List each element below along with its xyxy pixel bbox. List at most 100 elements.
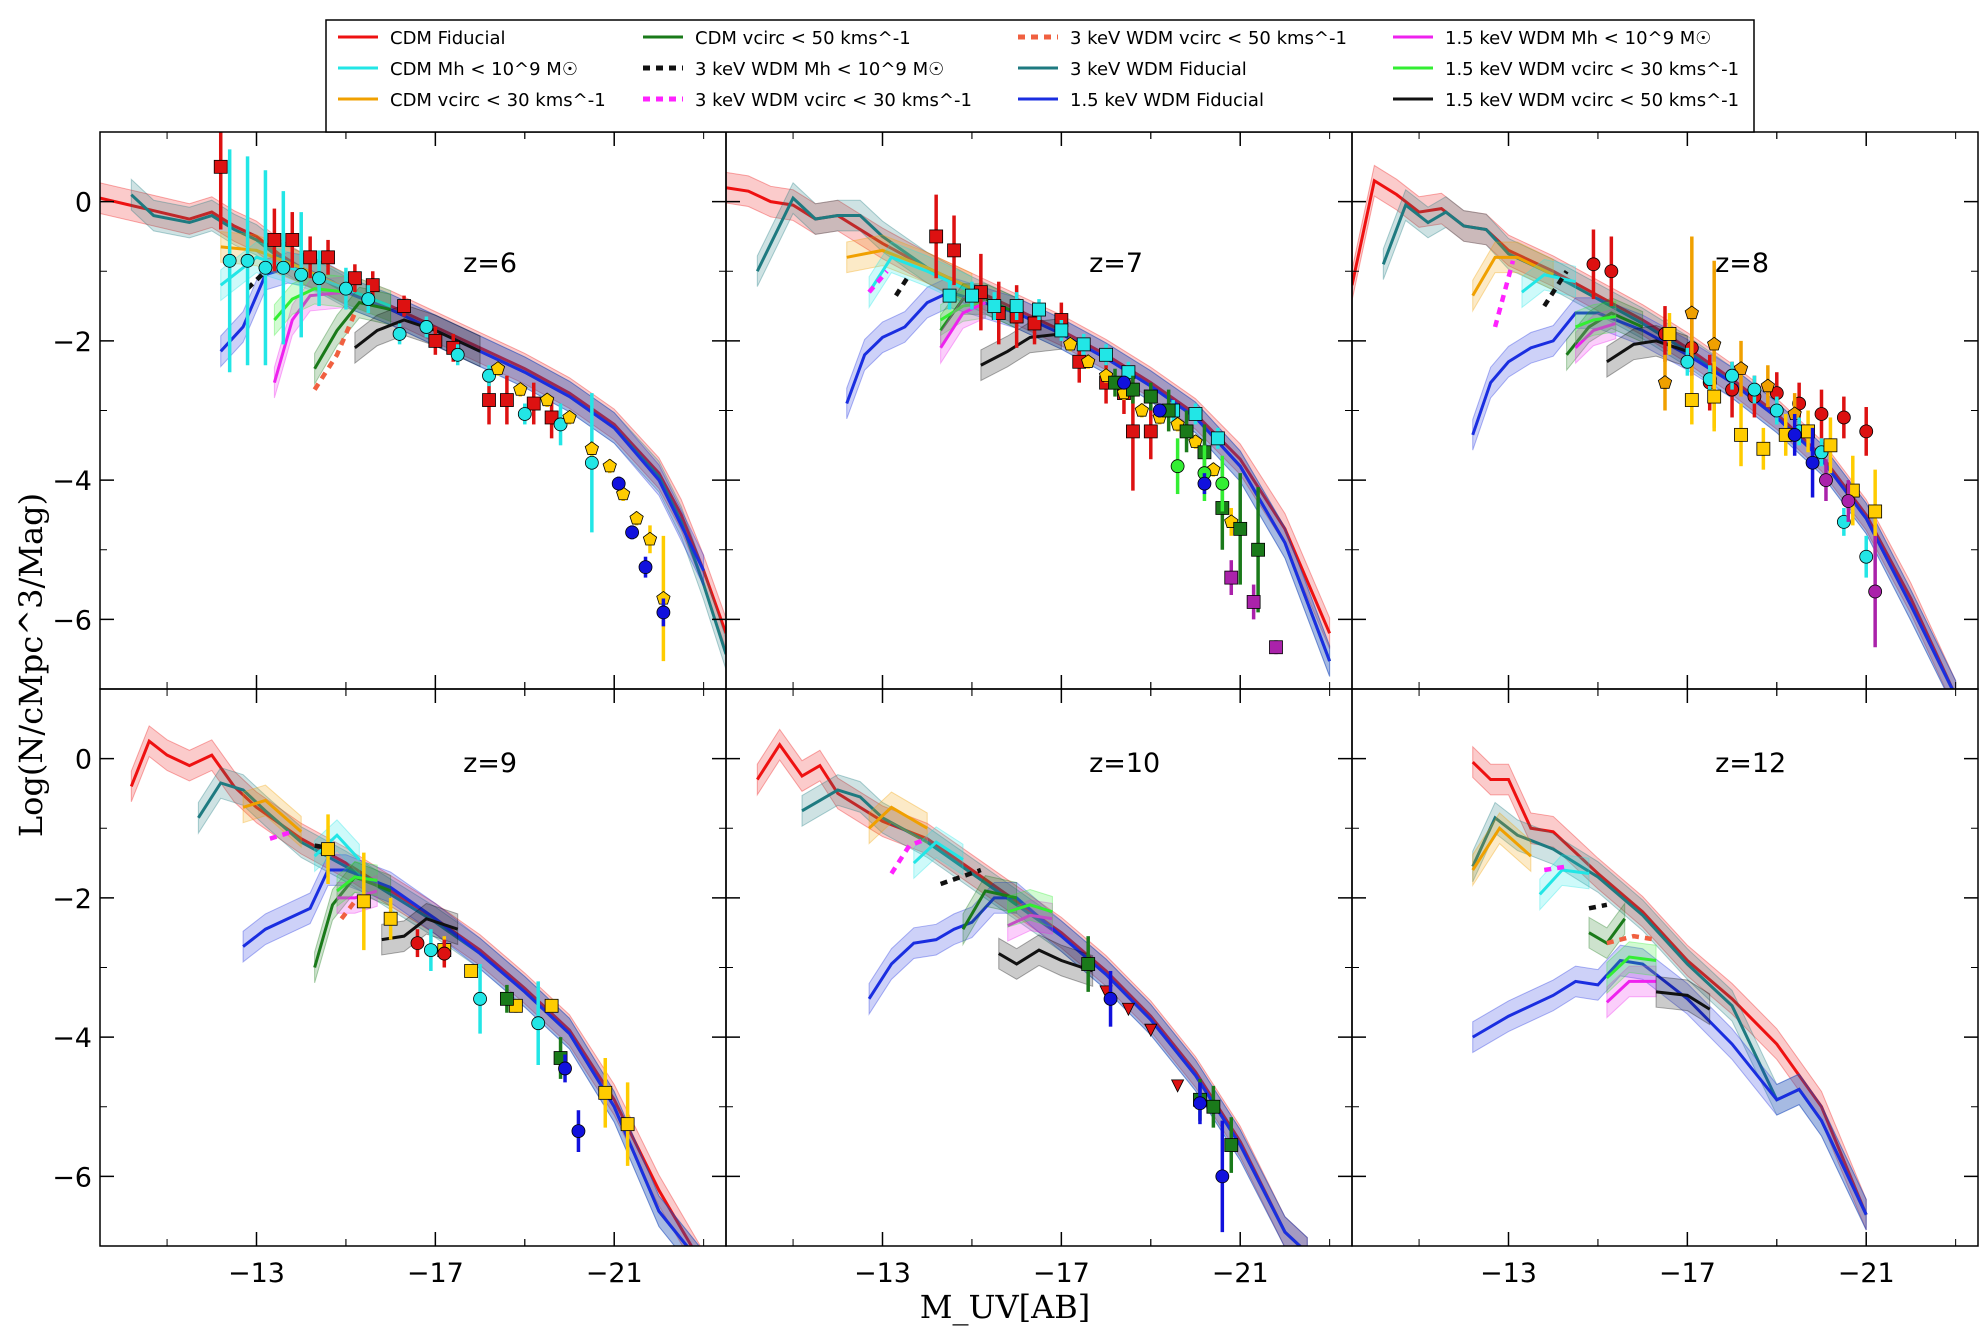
panel-plot-area [1471, 745, 1868, 1231]
series-line-1-5-kev-wdm-mh-10-9-m [939, 301, 986, 349]
data-point [240, 253, 255, 268]
panel-label: z=7 [1089, 248, 1143, 279]
y-tick-label: −6 [52, 605, 92, 636]
panel-z-10: z=10 −13 −17 −21 [726, 688, 1352, 1289]
panel-z-8: z=8 [1352, 131, 1978, 690]
data-point [1707, 389, 1722, 404]
data-point [1586, 257, 1601, 272]
data-point [1747, 382, 1762, 397]
data-point [1054, 323, 1069, 338]
series-line-1-5-kev-wdm-vcirc-50-kms-1 [980, 332, 1062, 367]
data-point [1707, 336, 1722, 351]
y-tick-label: −4 [52, 1023, 92, 1054]
data-point [1733, 361, 1749, 375]
band-cdm-mh-10-9-m [1539, 854, 1590, 911]
band-cdm-vcirc-50-kms-1 [962, 875, 1018, 947]
panels-layer: z=6 0 −2 −4 −6 z=7 z=8 z=9 0 −2 −4 −6 −13 −17 −21 z=10 −… [52, 131, 1978, 1289]
data-point [620, 1117, 635, 1132]
series-line-1-5-kev-wdm-mh-10-9-m [336, 889, 378, 900]
data-point [321, 250, 335, 265]
series-line-3-kev-wdm-vcirc-30-kms-1 [1492, 260, 1516, 328]
x-tick-label: −17 [1033, 1258, 1090, 1289]
series-line-1-5-kev-wdm-vcirc-30-kms-1 [939, 301, 986, 322]
legend-label: CDM vcirc < 50 kms^-1 [695, 28, 911, 49]
data-point [490, 361, 506, 375]
legend-label: CDM Mh < 10^9 M☉ [390, 59, 578, 80]
data-point [1144, 1023, 1158, 1038]
panel-z-9: z=9 0 −2 −4 −6 −13 −17 −21 [52, 688, 726, 1289]
data-point [383, 911, 398, 926]
data-point [1684, 393, 1699, 407]
data-point [1206, 1099, 1221, 1114]
panel-frame [1351, 688, 1979, 1247]
series-line-1-5-kev-wdm-vcirc-50-kms-1 [1606, 339, 1688, 364]
data-point [1215, 476, 1230, 491]
data-point [222, 253, 237, 268]
data-point [1170, 459, 1185, 474]
data-point [1081, 354, 1096, 368]
band-cdm-vcirc-50-kms-1 [1588, 901, 1626, 960]
series-line-cdm-vcirc-50-kms-1 [313, 875, 392, 968]
data-point [1841, 494, 1856, 508]
series-line-3-kev-wdm-mh-10-9-m [894, 273, 912, 297]
data-point [1126, 424, 1140, 439]
legend-label: 3 keV WDM Fiducial [1070, 59, 1247, 80]
band-1-5-kev-wdm-vcirc-50-kms-1 [381, 902, 459, 956]
band-cdm-mh-10-9-m [913, 826, 964, 880]
data-point [1823, 438, 1838, 453]
series-line-cdm-vcirc-50-kms-1 [961, 889, 1017, 930]
data-point [558, 1061, 572, 1076]
data-point [1197, 476, 1212, 491]
x-tick-label: −13 [228, 1258, 285, 1289]
data-point [1859, 549, 1874, 564]
data-point [285, 233, 300, 247]
data-point [513, 382, 528, 396]
data-point [571, 1124, 586, 1139]
series-line-1-5-kev-wdm-vcirc-30-kms-1 [1007, 903, 1053, 914]
series-line-cdm-mh-10-9-m [1538, 868, 1590, 896]
legend-label: 3 keV WDM vcirc < 50 kms^-1 [1070, 28, 1347, 49]
band-cdm-fiducial [1352, 164, 1957, 689]
band-cdm-mh-10-9-m [314, 819, 360, 877]
series-line-1-5-kev-wdm-fiducial [1471, 958, 1868, 1216]
band-1-5-kev-wdm-mh-10-9-m [1007, 899, 1053, 942]
data-point [1233, 521, 1248, 536]
panel-z-12: z=12 −13 −17 −21 [1352, 688, 1978, 1289]
series-line-3-kev-wdm-mh-10-9-m [245, 269, 268, 291]
data-point [276, 260, 291, 275]
series-line-cdm-vcirc-50-kms-1 [313, 300, 391, 370]
panel-label: z=9 [463, 748, 517, 779]
data-point [1076, 337, 1091, 352]
data-point [1210, 431, 1225, 446]
band-3-kev-wdm-fiducial [1382, 188, 1957, 689]
x-tick-label: −17 [1659, 1258, 1716, 1289]
data-point [482, 393, 496, 407]
data-point [1009, 299, 1024, 313]
data-point [638, 560, 653, 575]
data-point [540, 392, 555, 407]
data-point [987, 299, 1002, 313]
y-tick-label: −2 [52, 327, 92, 358]
data-point [611, 476, 626, 491]
band-1-5-kev-wdm-vcirc-30-kms-1 [1606, 941, 1657, 995]
data-point [347, 271, 362, 286]
y-tick-label: −2 [52, 884, 92, 915]
band-cdm-mh-10-9-m [1521, 258, 1577, 309]
data-point [1224, 570, 1239, 585]
data-point [1756, 441, 1771, 456]
data-point [1188, 407, 1203, 421]
series-line-1-5-kev-wdm-vcirc-50-kms-1 [353, 318, 481, 353]
band-1-5-kev-wdm-vcirc-50-kms-1 [1655, 975, 1711, 1026]
data-point [361, 292, 376, 307]
data-point [1099, 347, 1113, 362]
legend-label: 1.5 keV WDM vcirc < 50 kms^-1 [1445, 90, 1739, 111]
series-line-1-5-kev-wdm-vcirc-50-kms-1 [998, 948, 1094, 973]
data-point [1103, 991, 1118, 1006]
data-point [423, 943, 438, 957]
data-point [1170, 1079, 1185, 1093]
series-line-1-5-kev-wdm-vcirc-30-kms-1 [1575, 315, 1617, 329]
data-point [1193, 1096, 1207, 1111]
data-point [1032, 302, 1046, 317]
data-point [1604, 264, 1619, 279]
